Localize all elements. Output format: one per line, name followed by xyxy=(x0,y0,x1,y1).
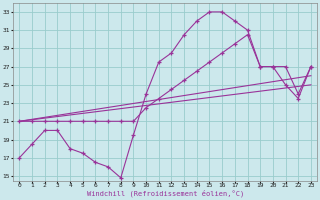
X-axis label: Windchill (Refroidissement éolien,°C): Windchill (Refroidissement éolien,°C) xyxy=(86,190,244,197)
